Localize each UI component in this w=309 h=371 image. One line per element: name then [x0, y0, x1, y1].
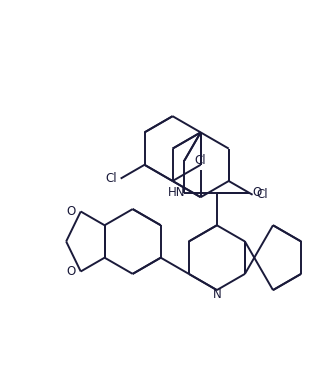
Text: HN: HN [168, 186, 185, 199]
Text: Cl: Cl [105, 172, 117, 185]
Text: Cl: Cl [195, 154, 206, 167]
Text: O: O [66, 205, 76, 218]
Text: N: N [213, 289, 221, 302]
Text: O: O [252, 186, 262, 199]
Text: O: O [66, 265, 76, 278]
Text: Cl: Cl [256, 188, 268, 201]
